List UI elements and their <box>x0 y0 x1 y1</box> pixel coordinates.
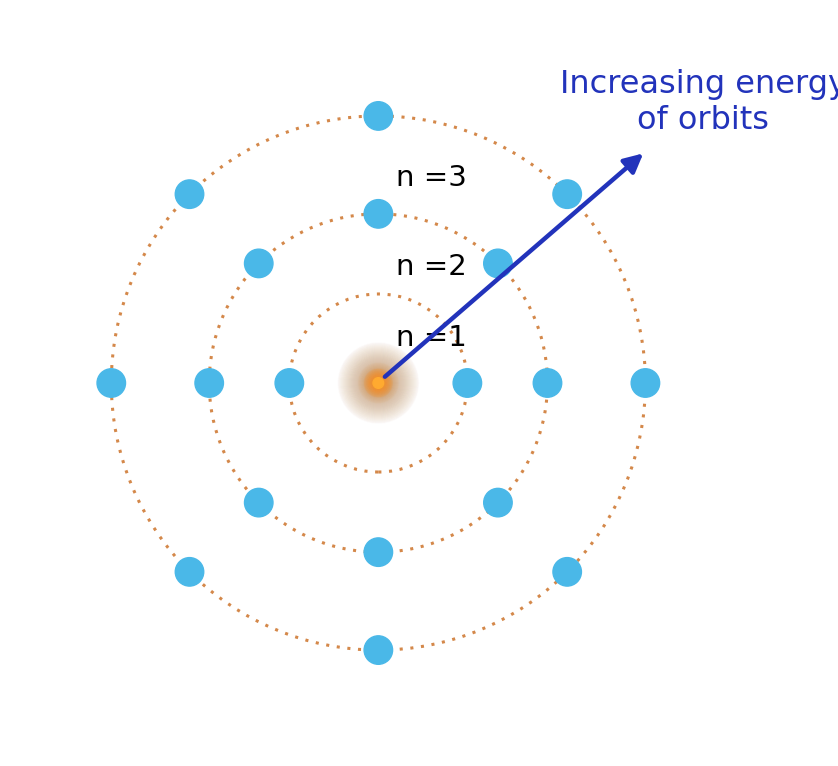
Circle shape <box>374 378 383 388</box>
Circle shape <box>371 376 385 390</box>
Circle shape <box>373 378 384 388</box>
Circle shape <box>375 380 381 386</box>
Circle shape <box>373 377 384 389</box>
Circle shape <box>631 368 660 398</box>
Circle shape <box>484 249 512 277</box>
Circle shape <box>365 370 391 396</box>
Circle shape <box>175 558 204 586</box>
Circle shape <box>370 375 386 391</box>
Circle shape <box>97 368 126 398</box>
Text: n =3: n =3 <box>396 164 467 192</box>
Text: Increasing energy
of orbits: Increasing energy of orbits <box>560 69 838 136</box>
Circle shape <box>360 365 396 401</box>
Circle shape <box>553 180 582 208</box>
Circle shape <box>245 489 273 517</box>
Circle shape <box>370 375 386 391</box>
Circle shape <box>377 382 380 384</box>
Text: n =1: n =1 <box>396 325 467 352</box>
Circle shape <box>484 489 512 517</box>
Circle shape <box>364 368 393 398</box>
Circle shape <box>453 368 482 398</box>
Circle shape <box>360 364 397 402</box>
Circle shape <box>367 372 390 394</box>
Circle shape <box>195 368 224 398</box>
Circle shape <box>369 373 388 393</box>
Text: n =2: n =2 <box>396 254 467 281</box>
Circle shape <box>364 102 392 130</box>
Circle shape <box>175 180 204 208</box>
Circle shape <box>375 379 382 387</box>
Circle shape <box>372 377 385 389</box>
Circle shape <box>364 538 392 566</box>
Circle shape <box>376 381 380 385</box>
Circle shape <box>364 200 392 228</box>
Circle shape <box>533 368 561 398</box>
Circle shape <box>366 371 391 395</box>
Circle shape <box>368 372 389 394</box>
Circle shape <box>367 372 390 394</box>
Circle shape <box>370 374 387 392</box>
Circle shape <box>365 369 392 397</box>
Circle shape <box>364 636 392 664</box>
Circle shape <box>369 374 388 392</box>
Circle shape <box>553 558 582 586</box>
Circle shape <box>362 367 395 399</box>
Circle shape <box>375 379 382 387</box>
Circle shape <box>361 366 396 400</box>
Circle shape <box>365 370 391 396</box>
Circle shape <box>377 381 380 385</box>
Circle shape <box>245 249 273 277</box>
Circle shape <box>376 381 380 385</box>
Circle shape <box>371 376 385 390</box>
Circle shape <box>374 378 383 388</box>
Circle shape <box>359 363 398 403</box>
Circle shape <box>275 368 303 398</box>
Circle shape <box>365 369 392 397</box>
